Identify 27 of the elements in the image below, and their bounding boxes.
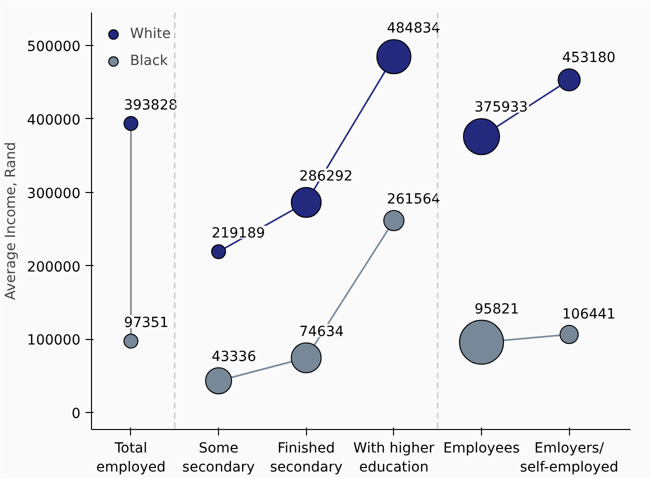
x-tick-label: Some secondary <box>182 440 255 476</box>
y-axis-title: Average Income, Rand <box>3 142 20 300</box>
y-tick-label: 500000 <box>27 39 81 56</box>
x-tick-label: Emloyers/ self-employed <box>520 440 618 476</box>
data-label: 95821 <box>474 301 520 318</box>
y-tick-label: 100000 <box>27 332 81 349</box>
x-tick-label: Finished secondary <box>270 440 343 476</box>
data-label: 74634 <box>299 324 344 340</box>
y-tick-label: 200000 <box>27 259 81 276</box>
y-tick-label: 400000 <box>27 112 81 128</box>
data-label: 261564 <box>386 192 440 208</box>
data-label: 393828 <box>124 98 178 114</box>
legend-label: Black <box>130 53 168 69</box>
data-label: 43336 <box>212 348 256 365</box>
data-label: 106441 <box>562 306 616 322</box>
y-tick-label: 300000 <box>27 186 81 202</box>
x-tick-label: Total employed <box>96 440 166 476</box>
data-label: 97351 <box>124 315 168 332</box>
data-label: 286292 <box>299 168 353 185</box>
data-label: 219189 <box>212 226 266 242</box>
y-tick-label: 0 <box>72 406 81 422</box>
data-label: 375933 <box>474 100 528 116</box>
data-label: 453180 <box>562 50 616 66</box>
data-label: 484834 <box>386 20 440 37</box>
legend-label: White <box>130 26 171 42</box>
x-tick-label: With higher education <box>353 440 435 476</box>
x-tick-label: Employees <box>443 440 520 456</box>
